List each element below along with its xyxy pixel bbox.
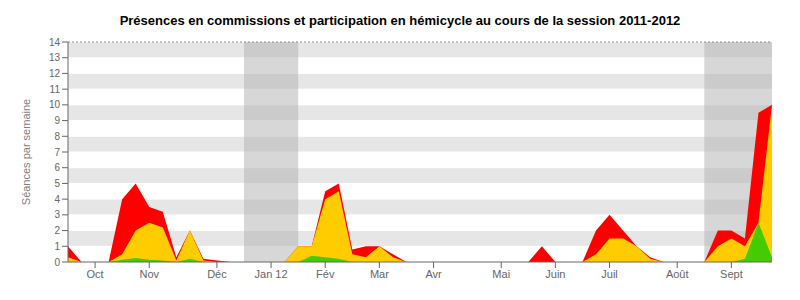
svg-text:14: 14 [49, 37, 61, 48]
svg-text:9: 9 [54, 115, 60, 126]
svg-text:Mar: Mar [370, 268, 389, 280]
svg-text:6: 6 [54, 162, 60, 173]
svg-text:Juin: Juin [545, 268, 565, 280]
html-text:Présences en commissions et pa: Présences en commissions et participatio… [119, 13, 681, 28]
svg-text:13: 13 [49, 52, 61, 63]
svg-text:Déc: Déc [207, 268, 227, 280]
svg-text:12: 12 [49, 68, 61, 79]
svg-text:5: 5 [54, 178, 60, 189]
svg-text:Août: Août [666, 268, 689, 280]
svg-text:Séances par semaine: Séances par semaine [20, 99, 32, 205]
svg-text:11: 11 [50, 84, 61, 95]
svg-text:8: 8 [54, 131, 60, 142]
svg-text:Nov: Nov [139, 268, 159, 280]
svg-text:Jan 12: Jan 12 [255, 268, 288, 280]
svg-text:1: 1 [54, 241, 60, 252]
svg-text:Sept: Sept [720, 268, 743, 280]
svg-text:0: 0 [54, 257, 60, 268]
svg-text:Avr: Avr [425, 268, 442, 280]
svg-text:7: 7 [54, 147, 60, 158]
svg-text:Juil: Juil [601, 268, 618, 280]
svg-text:2: 2 [54, 225, 60, 236]
svg-text:Fév: Fév [316, 268, 335, 280]
svg-text:Mai: Mai [492, 268, 510, 280]
svg-text:3: 3 [54, 209, 60, 220]
svg-text:Oct: Oct [87, 268, 104, 280]
svg-text:10: 10 [49, 99, 61, 110]
svg-text:4: 4 [54, 194, 60, 205]
